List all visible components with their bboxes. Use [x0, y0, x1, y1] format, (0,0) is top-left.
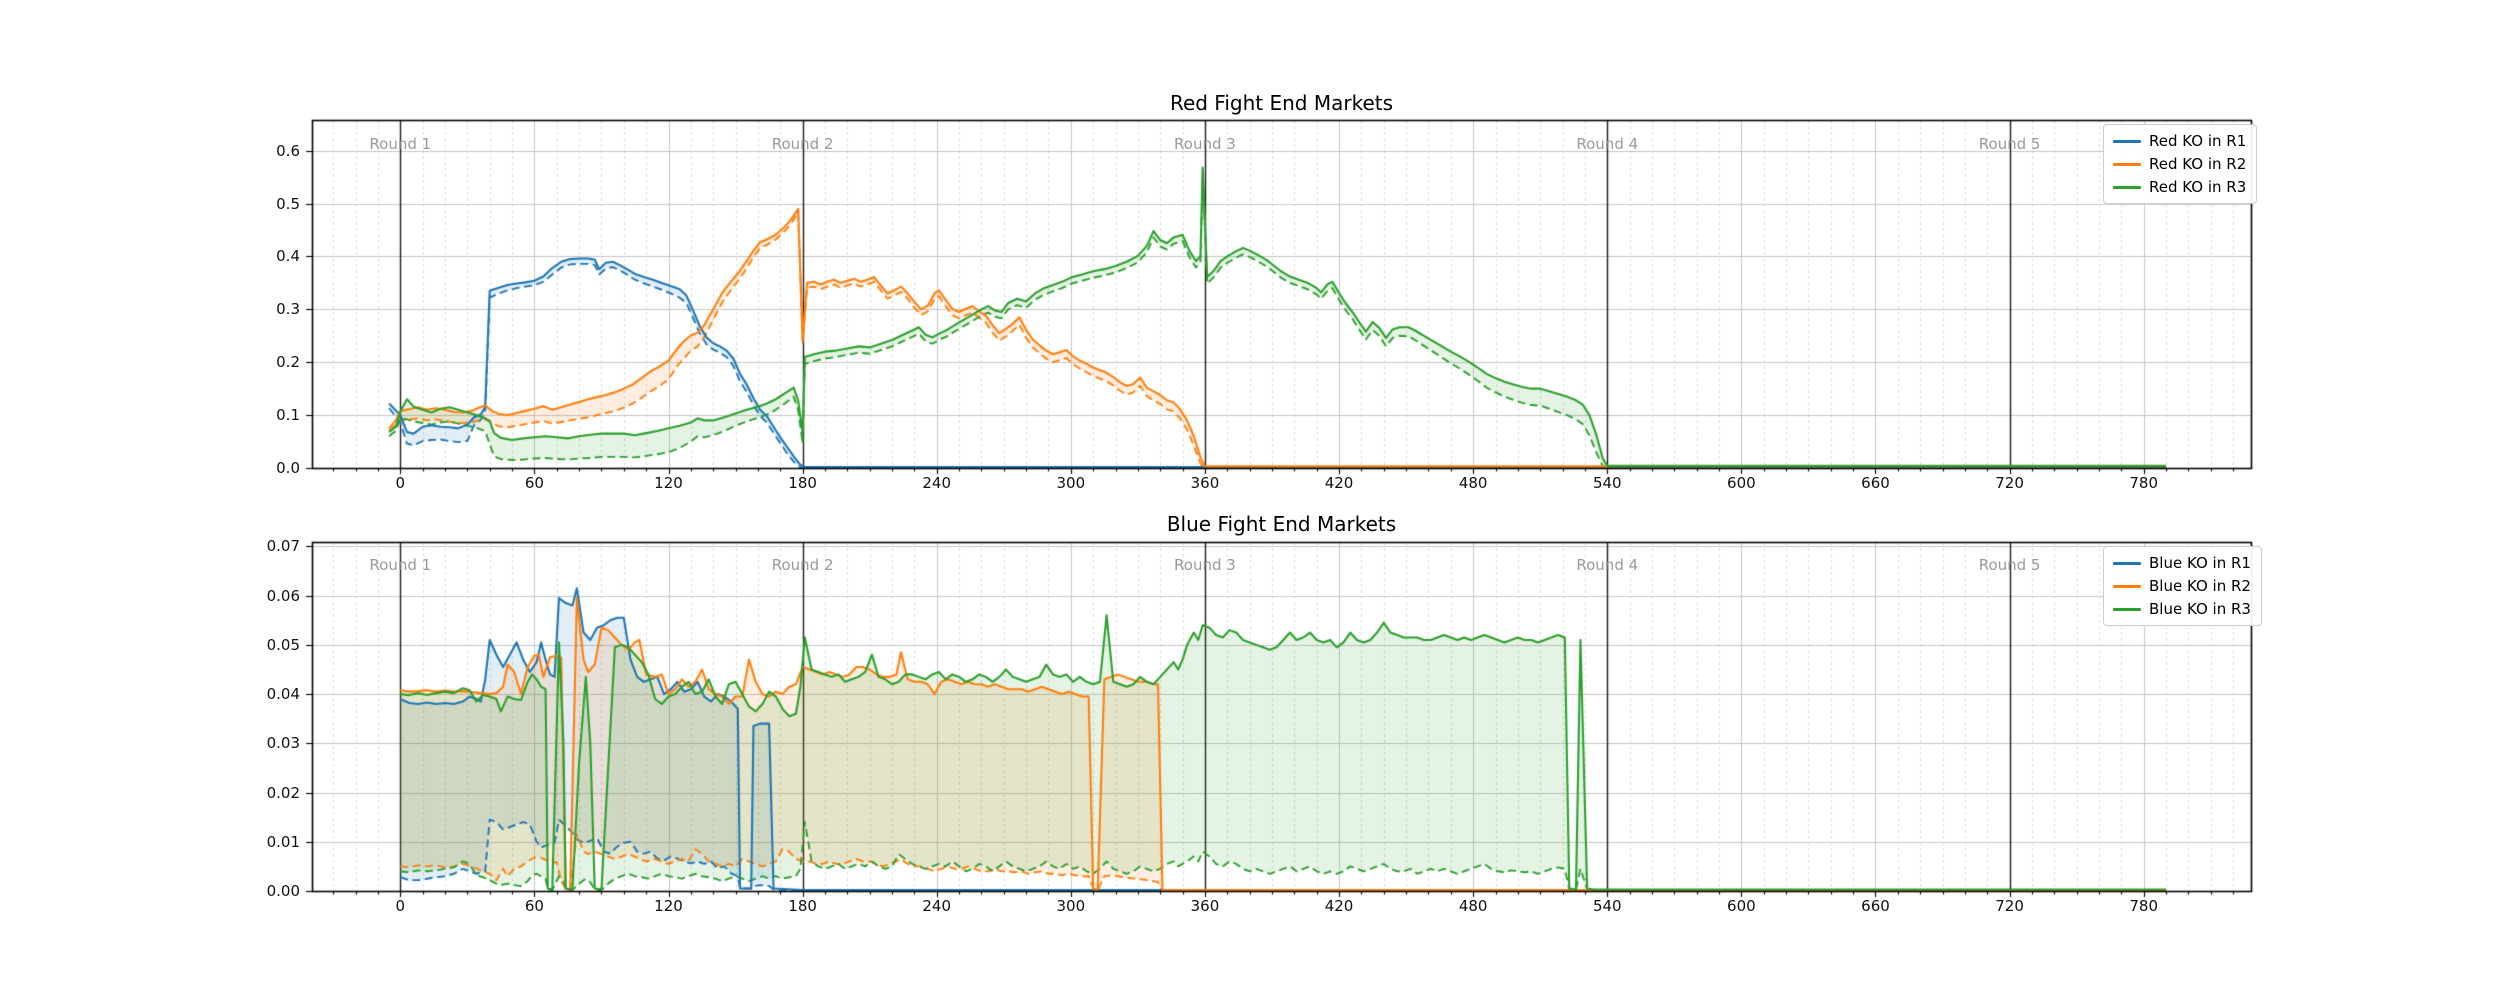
y-tick-label: 0.05: [266, 635, 300, 654]
y-tick-label: 0.02: [266, 783, 300, 802]
blue-chart-legend: Blue KO in R1 Blue KO in R2 Blue KO in R3: [2103, 546, 2262, 626]
round-marker-label: Round 3: [1174, 135, 1236, 153]
y-tick-label: 0.03: [266, 734, 300, 753]
round-marker-label: Round 2: [771, 556, 834, 574]
red-chart-legend: Red KO in R1 Red KO in R2 Red KO in R3: [2103, 124, 2258, 204]
y-tick-label: 0.07: [266, 537, 300, 556]
legend-item: Red KO in R2: [2113, 155, 2246, 173]
y-tick-label: 0.0: [276, 459, 300, 477]
y-tick-label: 0.01: [266, 832, 300, 851]
legend-item-label: Red KO in R2: [2149, 155, 2247, 173]
x-tick-label: 780: [2129, 897, 2159, 915]
x-tick-label: 0: [395, 897, 406, 915]
legend-item: Blue KO in R3: [2113, 600, 2251, 618]
y-tick-label: 0.3: [276, 300, 300, 319]
x-tick-label: 240: [922, 474, 952, 492]
legend-line-swatch-icon: [2113, 162, 2141, 166]
legend-item: Blue KO in R1: [2113, 554, 2251, 572]
x-tick-label: 240: [922, 897, 952, 915]
x-tick-label: 360: [1190, 474, 1220, 492]
x-tick-label: 420: [1324, 897, 1354, 915]
x-tick-label: 720: [1995, 897, 2024, 915]
x-tick-label: 60: [524, 474, 544, 492]
legend-item-label: Blue KO in R2: [2149, 577, 2251, 595]
x-tick-label: 780: [2129, 474, 2159, 492]
legend-line-swatch-icon: [2113, 139, 2141, 143]
y-tick-label: 0.06: [266, 586, 300, 605]
x-tick-label: 120: [654, 474, 683, 492]
legend-item: Blue KO in R2: [2113, 577, 2251, 595]
x-tick-label: 300: [1056, 474, 1086, 492]
blue-chart-title: Blue Fight End Markets: [1166, 512, 1397, 536]
red-chart-title: Red Fight End Markets: [1169, 91, 1394, 115]
x-tick-label: 660: [1861, 897, 1890, 915]
x-tick-label: 60: [524, 897, 544, 915]
round-marker-label: Round 4: [1576, 135, 1639, 153]
x-tick-label: 480: [1458, 897, 1488, 915]
round-marker-label: Round 1: [369, 135, 432, 153]
y-tick-label: 0.5: [276, 194, 300, 213]
y-tick-label: 0.4: [276, 247, 300, 266]
x-tick-label: 540: [1592, 897, 1622, 915]
x-tick-label: 420: [1324, 474, 1354, 492]
x-tick-label: 600: [1727, 474, 1756, 492]
x-tick-label: 0: [395, 474, 406, 492]
x-tick-label: 300: [1056, 897, 1086, 915]
legend-item-label: Blue KO in R3: [2149, 600, 2251, 618]
legend-item-label: Red KO in R1: [2149, 132, 2247, 150]
round-marker-label: Round 1: [369, 556, 432, 574]
y-tick-label: 0.00: [266, 882, 300, 900]
legend-line-swatch-icon: [2113, 607, 2141, 611]
legend-line-swatch-icon: [2113, 185, 2141, 189]
x-tick-label: 600: [1727, 897, 1756, 915]
legend-line-swatch-icon: [2113, 561, 2141, 565]
legend-item-label: Red KO in R3: [2149, 178, 2247, 196]
x-tick-label: 180: [788, 474, 817, 492]
round-marker-label: Round 5: [1978, 556, 2041, 574]
round-marker-label: Round 3: [1174, 556, 1236, 574]
y-tick-label: 0.04: [266, 685, 300, 704]
y-tick-label: 0.2: [276, 353, 300, 372]
legend-item-label: Blue KO in R1: [2149, 554, 2251, 572]
y-tick-label: 0.1: [276, 406, 300, 425]
round-marker-label: Round 5: [1978, 135, 2041, 153]
round-marker-label: Round 4: [1576, 556, 1639, 574]
x-tick-label: 180: [788, 897, 817, 915]
legend-item: Red KO in R3: [2113, 178, 2246, 196]
x-tick-label: 120: [654, 897, 683, 915]
x-tick-label: 540: [1592, 474, 1622, 492]
x-tick-label: 360: [1190, 897, 1220, 915]
x-tick-label: 720: [1995, 474, 2024, 492]
y-tick-label: 0.6: [276, 141, 300, 160]
x-tick-label: 480: [1458, 474, 1488, 492]
x-tick-label: 660: [1861, 474, 1890, 492]
round-marker-label: Round 2: [771, 135, 834, 153]
legend-item: Red KO in R1: [2113, 132, 2246, 150]
legend-line-swatch-icon: [2113, 584, 2141, 588]
